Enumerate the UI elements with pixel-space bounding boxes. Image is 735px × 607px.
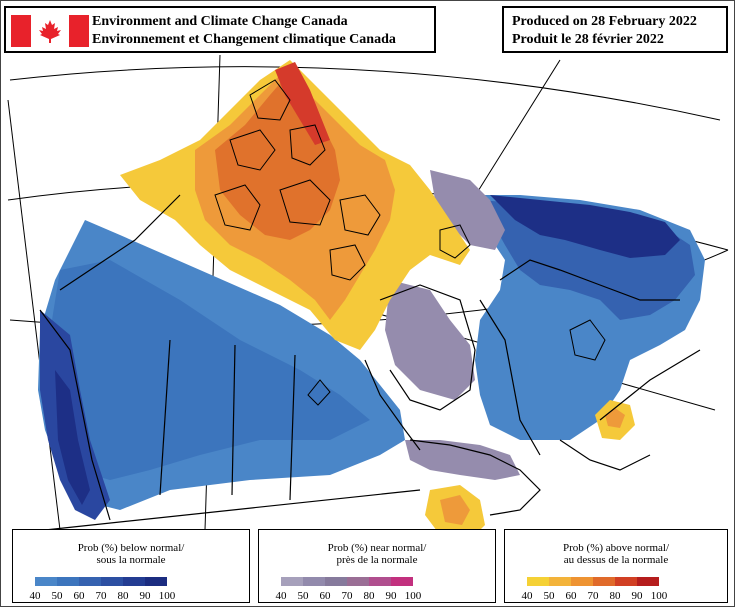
island-outline bbox=[307, 379, 331, 406]
legend-swatch bbox=[101, 577, 123, 586]
legend-swatch bbox=[549, 577, 571, 586]
province-border bbox=[599, 349, 701, 421]
legend-tick-labels: 40 50 60 70 80 90 100 bbox=[521, 590, 668, 602]
legend-color-bar bbox=[35, 577, 167, 586]
below-normal-labrador-dark bbox=[490, 195, 680, 258]
agency-name-fr: Environnement et Changement climatique C… bbox=[92, 32, 396, 47]
legend-swatch bbox=[637, 577, 659, 586]
legend-tick-labels: 40 50 60 70 80 90 100 bbox=[275, 590, 422, 602]
island-outline bbox=[439, 224, 471, 259]
legend-swatch bbox=[615, 577, 637, 586]
near-normal-hudson-region bbox=[385, 280, 475, 400]
agency-name-en: Environment and Climate Change Canada bbox=[92, 14, 348, 29]
legend-swatch bbox=[325, 577, 347, 586]
coastline bbox=[379, 284, 476, 411]
legend-swatch bbox=[123, 577, 145, 586]
province-border bbox=[44, 489, 421, 531]
near-normal-arctic-region bbox=[430, 170, 505, 250]
legend-swatch bbox=[593, 577, 615, 586]
latitude-line bbox=[9, 66, 721, 121]
legend-swatch bbox=[369, 577, 391, 586]
legend-swatch bbox=[79, 577, 101, 586]
below-normal-coast-dark bbox=[40, 310, 110, 520]
legend-title: Prob (%) near normal/ près de la normale bbox=[259, 542, 495, 566]
island-outline bbox=[339, 194, 381, 236]
island-outline bbox=[289, 124, 326, 166]
legend-title: Prob (%) below normal/ sous la normale bbox=[13, 542, 249, 566]
longitude-line bbox=[7, 99, 61, 531]
agency-banner: Environment and Climate Change Canada En… bbox=[4, 6, 436, 53]
legend-title-line-2: sous la normale bbox=[96, 554, 166, 566]
island-outline bbox=[279, 179, 331, 226]
island-outline bbox=[229, 129, 276, 171]
legend-swatch bbox=[145, 577, 167, 586]
province-border bbox=[59, 194, 181, 291]
coastline bbox=[409, 439, 541, 516]
above-normal-arctic-max bbox=[275, 62, 330, 145]
province-border bbox=[479, 299, 541, 456]
below-normal-west-darker bbox=[50, 260, 370, 480]
legend-color-bar bbox=[281, 577, 413, 586]
province-border bbox=[289, 354, 296, 501]
legend-swatch bbox=[281, 577, 303, 586]
legend-swatch bbox=[35, 577, 57, 586]
canada-flag-icon bbox=[11, 15, 89, 47]
legend-color-bar bbox=[527, 577, 659, 586]
legend-swatch bbox=[391, 577, 413, 586]
legend-title-line-1: Prob (%) below normal/ bbox=[77, 542, 185, 554]
legend-swatch bbox=[571, 577, 593, 586]
below-normal-coast-darkest bbox=[55, 370, 90, 505]
coastline bbox=[499, 259, 680, 301]
legend-swatch bbox=[303, 577, 325, 586]
near-normal-great-lakes-region bbox=[405, 440, 520, 480]
legend-above-normal: Prob (%) above normal/ au dessus de la n… bbox=[504, 529, 728, 603]
legend-title-line-2: au dessus de la normale bbox=[563, 554, 669, 566]
legend-near-normal: Prob (%) near normal/ près de la normale… bbox=[258, 529, 496, 603]
legend-title: Prob (%) above normal/ au dessus de la n… bbox=[505, 542, 727, 566]
island-outline bbox=[249, 79, 291, 121]
legend-title-line-2: près de la normale bbox=[336, 554, 418, 566]
legend-title-line-1: Prob (%) above normal/ bbox=[563, 542, 669, 554]
coastline bbox=[39, 309, 111, 521]
legend-swatch bbox=[57, 577, 79, 586]
province-border bbox=[231, 344, 236, 496]
island-outline bbox=[569, 319, 606, 361]
legend-below-normal: Prob (%) below normal/ sous la normale 4… bbox=[12, 529, 250, 603]
island-outline bbox=[214, 184, 261, 231]
coastline bbox=[559, 439, 651, 471]
island-outline bbox=[329, 244, 366, 281]
province-border bbox=[159, 339, 171, 496]
legend-swatch bbox=[347, 577, 369, 586]
legend-tick-labels: 40 50 60 70 80 90 100 bbox=[29, 590, 176, 602]
legend-swatch bbox=[527, 577, 549, 586]
produced-date-fr: Produit le 28 février 2022 bbox=[512, 32, 664, 47]
legend-title-line-1: Prob (%) near normal/ bbox=[327, 542, 427, 554]
produced-date-en: Produced on 28 February 2022 bbox=[512, 14, 697, 29]
above-normal-nova-scotia-mid bbox=[605, 408, 625, 428]
produced-date-box: Produced on 28 February 2022 Produit le … bbox=[502, 6, 728, 53]
above-normal-great-lakes-mid bbox=[440, 495, 470, 525]
